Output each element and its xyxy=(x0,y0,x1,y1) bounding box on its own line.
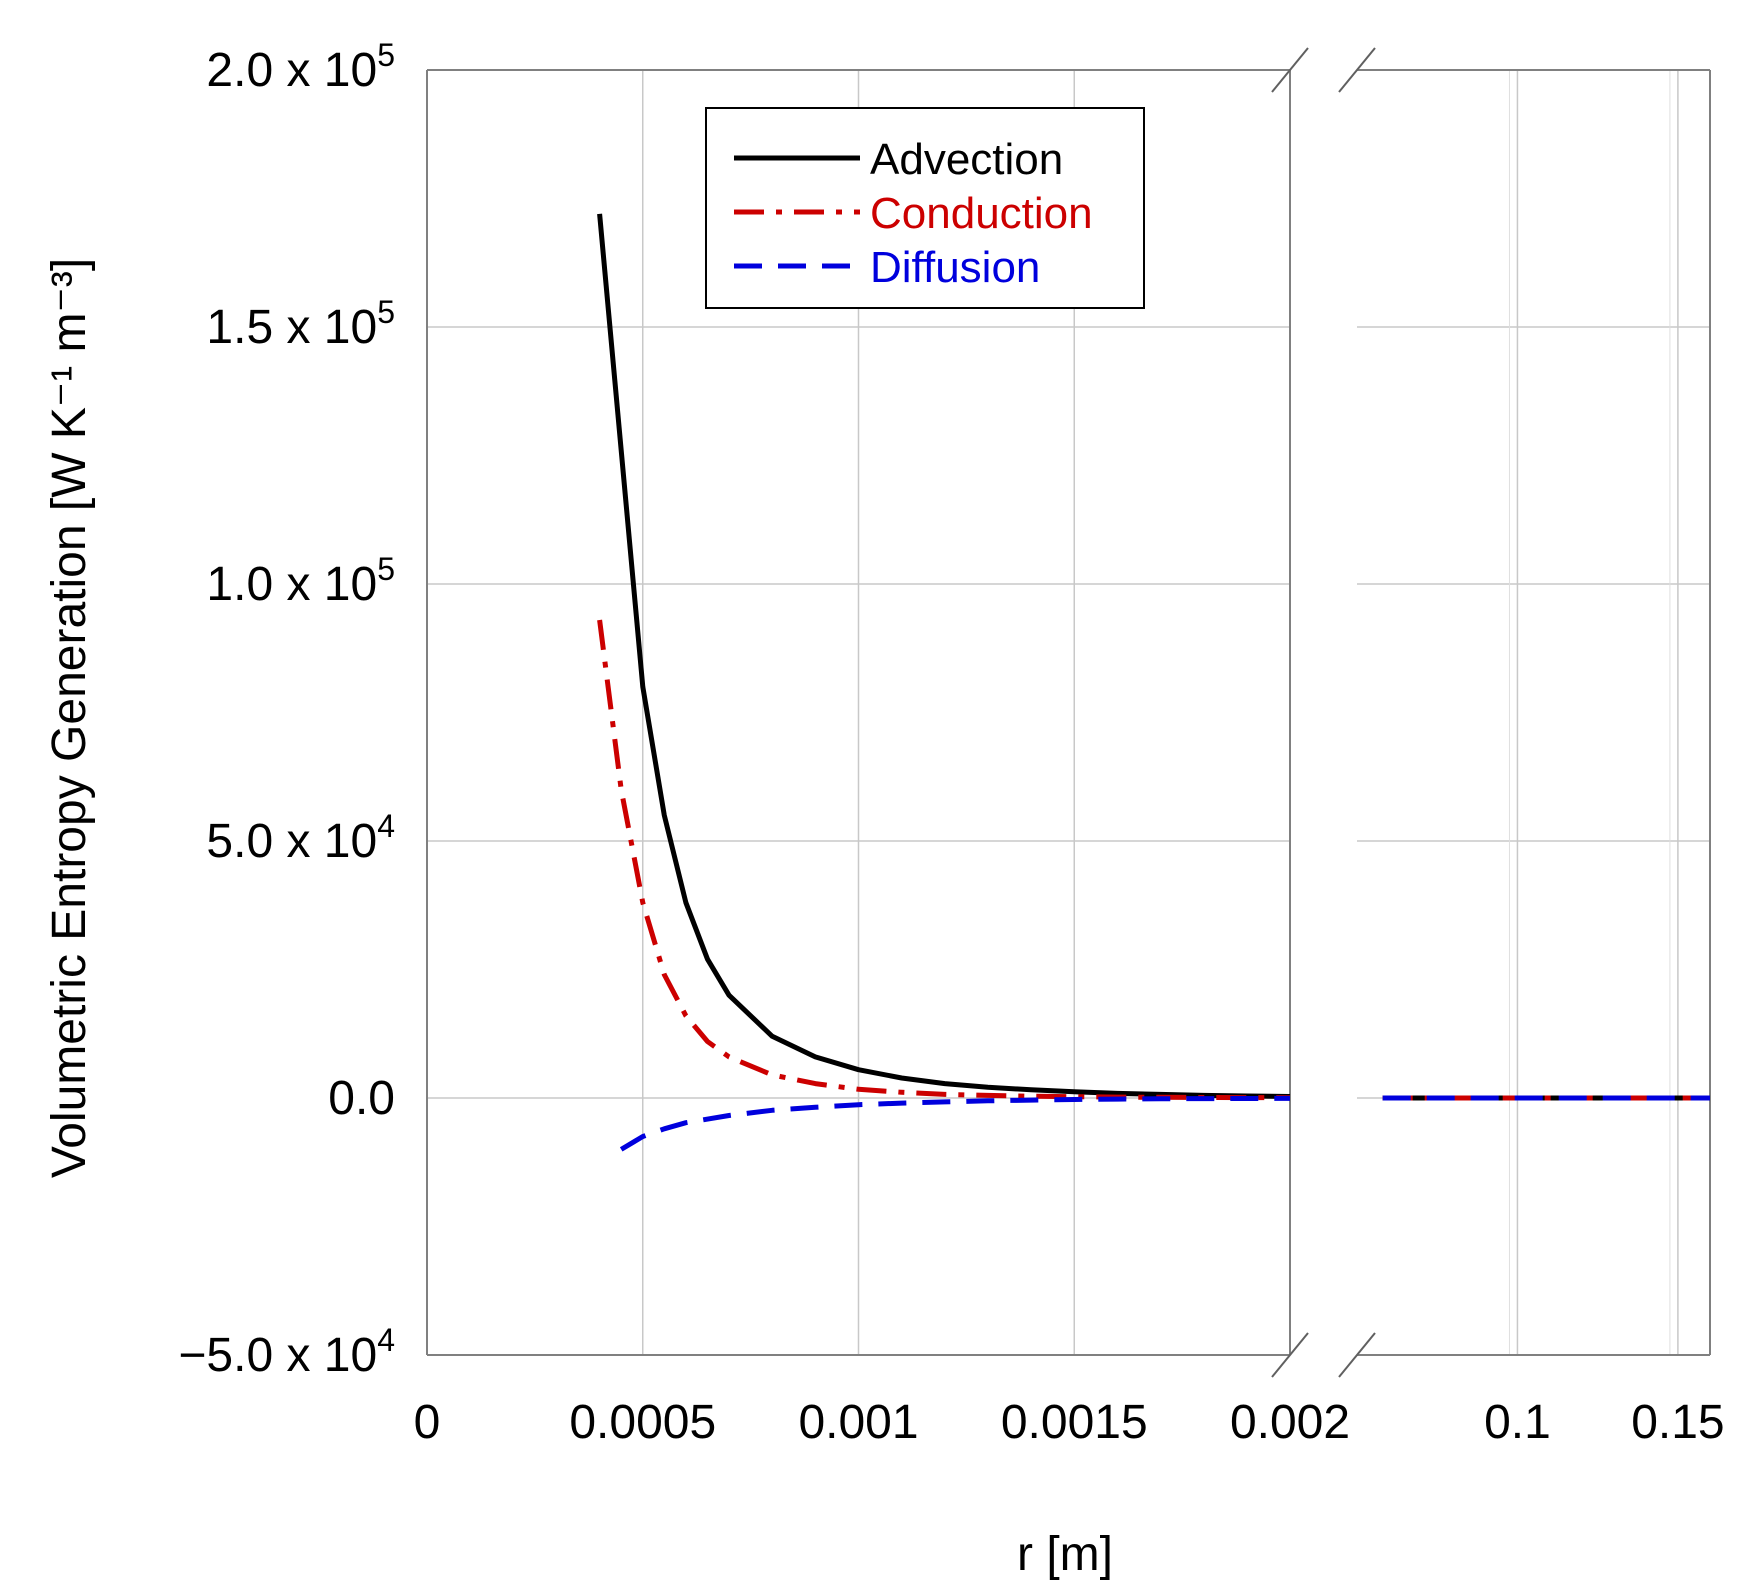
series-line-diffusion xyxy=(619,1095,1291,1152)
legend-label-diffusion: Diffusion xyxy=(870,243,1040,292)
series-line-advection xyxy=(597,213,1291,1099)
y-tick-label: 2.0 x 105 xyxy=(206,37,395,97)
plot-frame xyxy=(426,47,1711,1378)
series-line-conduction xyxy=(597,619,1291,1101)
y-tick-labels: 2.0 x 105 1.5 x 105 1.0 x 105 5.0 x 104 0.0 −… xyxy=(178,37,395,1382)
axis-break-mark xyxy=(1338,47,1376,93)
x-tick-labels: 0 0.0005 0.001 0.0015 0.002 0.1 0.15 xyxy=(414,1396,1725,1449)
legend-label-advection: Advection xyxy=(870,135,1063,184)
legend: Advection Conduction Diffusion xyxy=(705,107,1145,309)
x-tick-label: 0.15 xyxy=(1631,1396,1724,1449)
y-tick-label: 0.0 xyxy=(328,1072,395,1125)
y-tick-label: 1.5 x 105 xyxy=(206,294,395,354)
x-tick-label: 0.0015 xyxy=(1001,1396,1148,1449)
legend-box xyxy=(705,107,1145,309)
legend-label-conduction: Conduction xyxy=(870,189,1093,238)
x-tick-label: 0.0005 xyxy=(569,1396,716,1449)
x-tick-label: 0.001 xyxy=(798,1396,918,1449)
y-tick-label: 1.0 x 105 xyxy=(206,551,395,611)
x-tick-label: 0.1 xyxy=(1484,1396,1551,1449)
y-tick-label: 5.0 x 104 xyxy=(206,808,395,868)
axis-break-mark xyxy=(1271,47,1309,93)
x-axis-label: r [m] xyxy=(1017,1528,1113,1581)
y-axis-label: Volumetric Entropy Generation [W K⁻¹ m⁻³… xyxy=(43,258,96,1178)
axis-break-mark xyxy=(1271,1332,1309,1378)
x-tick-label: 0.002 xyxy=(1230,1396,1350,1449)
x-tick-label: 0 xyxy=(414,1396,441,1449)
axis-break-mark xyxy=(1338,1332,1376,1378)
y-tick-label: −5.0 x 104 xyxy=(178,1322,395,1382)
series-lines xyxy=(597,213,1710,1152)
